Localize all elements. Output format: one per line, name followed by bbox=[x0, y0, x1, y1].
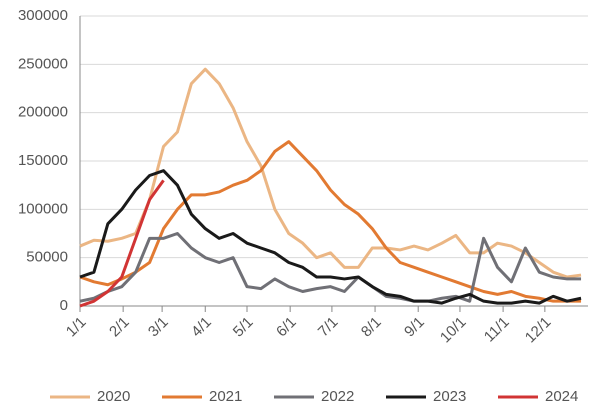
x-tick-label: 1/1 bbox=[63, 314, 90, 341]
legend-label: 2021 bbox=[209, 388, 242, 405]
series-line bbox=[79, 140, 582, 303]
x-tick-label: 7/1 bbox=[315, 314, 342, 341]
series-line bbox=[79, 232, 582, 303]
x-tick-label: 5/1 bbox=[230, 314, 257, 341]
x-tick-label: 6/1 bbox=[273, 314, 300, 341]
legend-label: 2020 bbox=[97, 388, 130, 405]
series-line bbox=[79, 169, 582, 305]
y-tick-label: 250000 bbox=[18, 55, 68, 72]
x-tick-label: 8/1 bbox=[358, 314, 385, 341]
x-tick-label: 9/1 bbox=[401, 314, 428, 341]
x-tick-label: 4/1 bbox=[188, 314, 215, 341]
series-line bbox=[79, 67, 582, 279]
x-tick-label: 12/1 bbox=[522, 314, 555, 347]
legend-label: 2023 bbox=[433, 388, 466, 405]
y-tick-label: 150000 bbox=[18, 152, 68, 169]
x-tick-label: 10/1 bbox=[437, 314, 470, 347]
y-tick-label: 100000 bbox=[18, 200, 68, 217]
y-tick-label: 0 bbox=[60, 297, 68, 314]
series-line bbox=[79, 179, 165, 308]
legend-label: 2022 bbox=[321, 388, 354, 405]
y-tick-label: 50000 bbox=[26, 249, 68, 266]
y-tick-label: 200000 bbox=[18, 104, 68, 121]
x-tick-label: 3/1 bbox=[145, 314, 172, 341]
x-tick-label: 2/1 bbox=[106, 314, 133, 341]
y-tick-label: 300000 bbox=[18, 7, 68, 24]
legend-label: 2024 bbox=[545, 388, 578, 405]
x-tick-label: 11/1 bbox=[481, 314, 513, 346]
